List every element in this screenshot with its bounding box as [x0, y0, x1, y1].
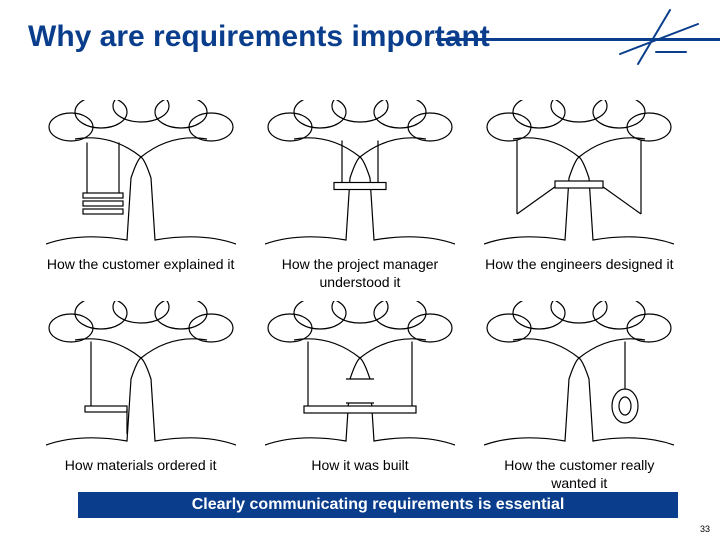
cartoon-panel: How the engineers designed it: [479, 100, 680, 291]
tree-cartoon-icon: [265, 301, 455, 451]
page-title: Why are requirements important: [28, 20, 490, 54]
cartoon-panel: How the customer explained it: [40, 100, 241, 291]
tree-cartoon-icon: [46, 301, 236, 451]
tree-cartoon-icon: [46, 100, 236, 250]
slide: Why are requirements important How the c…: [0, 0, 720, 540]
footer-text: Clearly communicating requirements is es…: [192, 496, 565, 514]
tree-cartoon-icon: [484, 301, 674, 451]
cartoon-grid: How the customer explained it How the pr…: [40, 100, 680, 492]
panel-caption: How the customer explained it: [47, 256, 235, 274]
company-logo-icon: [616, 8, 702, 68]
page-number: 33: [700, 524, 710, 534]
cartoon-panel: How the customer really wanted it: [479, 301, 680, 492]
tree-cartoon-icon: [265, 100, 455, 250]
cartoon-panel: How materials ordered it: [40, 301, 241, 492]
cartoon-panel: How it was built: [259, 301, 460, 492]
panel-caption: How it was built: [311, 457, 408, 475]
cartoon-panel: How the project manager understood it: [259, 100, 460, 291]
panel-caption: How materials ordered it: [65, 457, 217, 475]
panel-caption: How the project manager understood it: [265, 256, 455, 291]
panel-caption: How the customer really wanted it: [484, 457, 674, 492]
footer-bar: Clearly communicating requirements is es…: [78, 492, 678, 518]
panel-caption: How the engineers designed it: [485, 256, 673, 274]
tree-cartoon-icon: [484, 100, 674, 250]
